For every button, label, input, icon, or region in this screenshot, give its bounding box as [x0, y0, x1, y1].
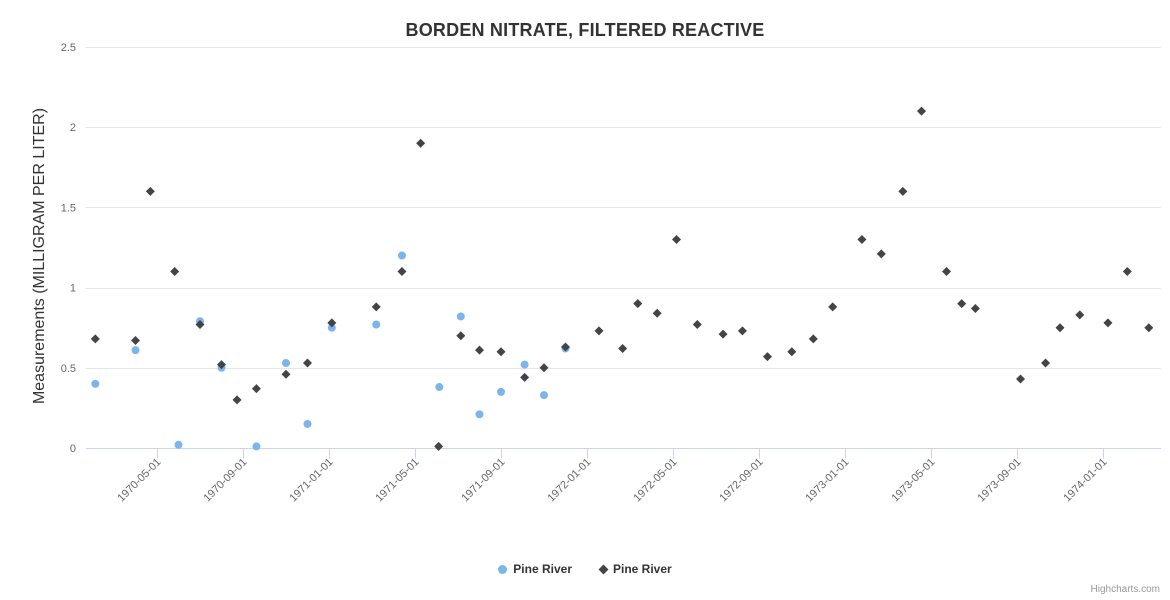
y-tick-label: 1.5 [61, 202, 76, 214]
data-point-series-2[interactable] [371, 302, 381, 312]
data-point-series-2[interactable] [90, 334, 100, 344]
data-point-series-2[interactable] [828, 302, 838, 312]
data-point-series-1[interactable] [131, 346, 140, 355]
data-point-series-2[interactable] [217, 360, 226, 370]
data-point-series-2[interactable] [232, 395, 242, 405]
x-tick-label: 1972-09-01 [717, 456, 765, 504]
data-point-series-2[interactable] [594, 326, 604, 336]
data-point-series-2[interactable] [957, 299, 967, 309]
data-point-series-2[interactable] [618, 344, 628, 354]
data-point-series-2[interactable] [1144, 323, 1154, 333]
data-point-series-2[interactable] [456, 331, 466, 341]
circle-marker-icon [498, 564, 508, 574]
data-point-series-1[interactable] [303, 419, 312, 428]
x-tick-label: 1973-01-01 [803, 456, 851, 504]
data-point-series-1[interactable] [327, 323, 336, 332]
y-tick-label: 1 [70, 283, 76, 295]
data-point-series-2[interactable] [1016, 374, 1026, 384]
diamond-marker-icon [598, 564, 609, 574]
data-point-series-2[interactable] [131, 336, 140, 346]
data-point-series-2[interactable] [672, 234, 682, 244]
data-point-series-2[interactable] [633, 299, 643, 309]
data-point-series-1[interactable] [540, 391, 548, 400]
data-point-series-1[interactable] [520, 360, 529, 369]
data-point-series-2[interactable] [170, 267, 180, 277]
legend-item-pine-river-2[interactable]: Pine River [598, 562, 672, 576]
chart-title: BORDEN NITRATE, FILTERED REACTIVE [405, 20, 765, 41]
data-point-series-1[interactable] [456, 312, 465, 321]
data-point-series-2[interactable] [692, 319, 702, 329]
data-point-series-1[interactable] [435, 383, 444, 392]
data-point-series-1[interactable] [475, 410, 484, 419]
data-point-series-2[interactable] [195, 319, 205, 329]
legend-label: Pine River [513, 562, 572, 576]
data-point-series-2[interactable] [1041, 358, 1051, 368]
highcharts-credits-link[interactable]: Highcharts.com [1090, 584, 1160, 595]
y-tick-label: 0 [70, 443, 76, 455]
data-point-series-1[interactable] [91, 379, 100, 388]
x-tick-label: 1973-09-01 [975, 456, 1023, 504]
y-tick-label: 2.5 [61, 42, 76, 54]
x-tick-label: 1972-01-01 [545, 456, 593, 504]
data-point-series-2[interactable] [416, 138, 426, 148]
data-point-series-2[interactable] [970, 303, 980, 313]
data-point-series-2[interactable] [397, 267, 407, 277]
data-point-series-2[interactable] [251, 384, 261, 394]
data-point-series-2[interactable] [561, 342, 570, 352]
data-point-series-2[interactable] [475, 345, 484, 355]
legend-label: Pine River [613, 562, 672, 576]
x-tick-label: 1971-01-01 [287, 456, 335, 504]
data-point-series-2[interactable] [539, 363, 549, 373]
x-tick-label: 1973-05-01 [889, 456, 937, 504]
data-point-series-1[interactable] [282, 358, 290, 367]
data-point-series-2[interactable] [737, 326, 747, 336]
y-tick-label: 2 [70, 122, 76, 134]
data-point-series-2[interactable] [281, 369, 291, 379]
data-point-series-2[interactable] [303, 358, 312, 368]
data-point-series-2[interactable] [917, 106, 927, 116]
x-tick-label: 1972-05-01 [631, 456, 679, 504]
data-point-series-2[interactable] [520, 372, 530, 382]
data-point-series-2[interactable] [808, 334, 818, 344]
data-point-series-1[interactable] [397, 251, 406, 260]
data-point-series-2[interactable] [787, 347, 797, 357]
data-point-series-2[interactable] [857, 234, 867, 244]
data-point-series-2[interactable] [496, 347, 506, 357]
data-point-series-2[interactable] [876, 249, 886, 259]
data-point-series-2[interactable] [942, 267, 952, 277]
data-point-series-2[interactable] [327, 318, 337, 328]
data-point-series-2[interactable] [652, 308, 662, 318]
data-point-series-2[interactable] [1075, 310, 1085, 320]
x-tick-label: 1970-05-01 [115, 456, 163, 504]
x-tick-label: 1971-05-01 [373, 456, 421, 504]
data-point-series-2[interactable] [145, 186, 155, 196]
x-tick-label: 1971-09-01 [459, 456, 507, 504]
data-point-series-1[interactable] [372, 320, 381, 329]
data-point-series-2[interactable] [1055, 323, 1065, 333]
data-point-series-1[interactable] [252, 442, 261, 451]
x-tick-label: 1970-09-01 [201, 456, 249, 504]
x-tick-label: 1974-01-01 [1061, 456, 1109, 504]
data-point-series-2[interactable] [718, 329, 728, 339]
data-point-series-2[interactable] [762, 352, 772, 362]
data-point-series-1[interactable] [497, 387, 505, 396]
data-point-series-2[interactable] [1103, 318, 1113, 328]
data-point-series-2[interactable] [434, 441, 444, 451]
legend: Pine River Pine River [0, 562, 1170, 576]
data-point-series-1[interactable] [174, 440, 183, 449]
legend-item-pine-river-1[interactable]: Pine River [498, 562, 572, 576]
data-point-series-2[interactable] [898, 186, 908, 196]
data-point-series-2[interactable] [1122, 267, 1132, 277]
y-tick-label: 0.5 [61, 363, 76, 375]
